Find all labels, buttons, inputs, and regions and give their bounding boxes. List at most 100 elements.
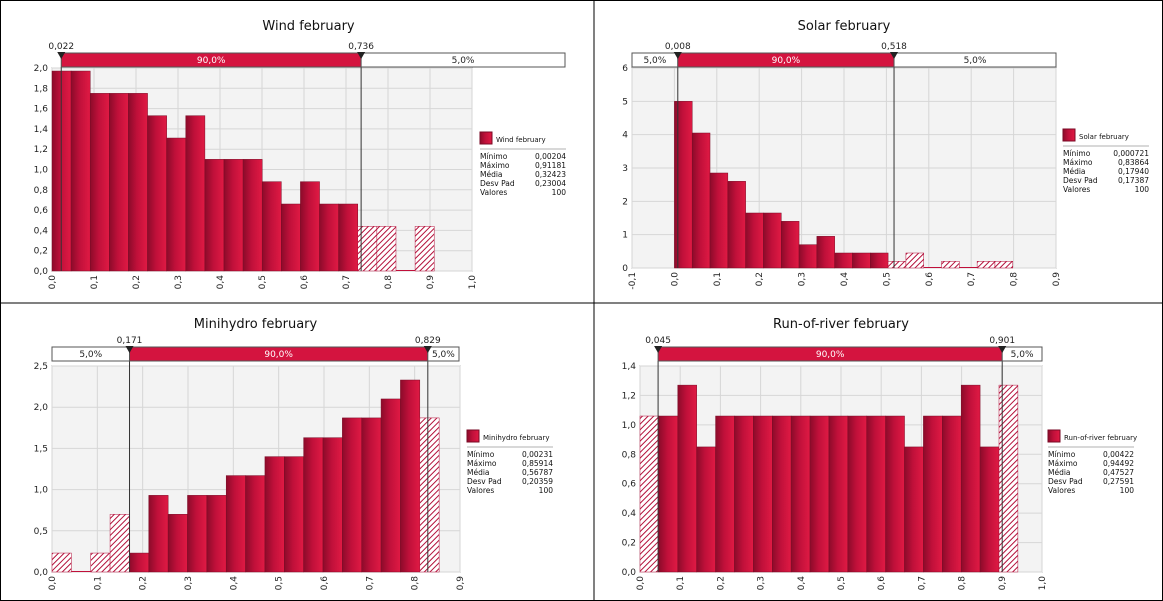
histogram-bar xyxy=(639,415,660,573)
x-tick-label: 0,8 xyxy=(384,275,394,290)
histogram-bar xyxy=(245,475,266,573)
x-tick-label: 0,7 xyxy=(365,576,375,590)
band-label-right: 5,0% xyxy=(452,56,475,66)
legend-label: Solar february xyxy=(1079,133,1129,141)
histogram-bar xyxy=(904,446,924,573)
chart-title: Run-of-river february xyxy=(773,317,909,332)
x-tick-label: 0,0 xyxy=(48,576,58,591)
histogram-bar xyxy=(887,261,907,269)
y-tick-label: 1,0 xyxy=(34,486,49,496)
chart-panel-3: 0,0 0,5 1,0 1,5 2,0 2,5 0,0 0,1 0,2 0,3 0,4 0,5 0,6 0… xyxy=(34,317,554,590)
stat-value: 100 xyxy=(1135,185,1150,194)
stat-value: 0,85914 xyxy=(522,459,553,468)
y-tick-label: 5 xyxy=(622,97,628,107)
x-tick-label: 0,7 xyxy=(342,275,352,289)
y-tick-label: 1,2 xyxy=(622,391,636,401)
stat-value: 0,56787 xyxy=(522,468,553,477)
band-label-middle: 90,0% xyxy=(197,56,226,66)
histogram-bar xyxy=(960,384,981,573)
x-tick-label: 0,5 xyxy=(882,272,892,286)
y-tick-label: 0,2 xyxy=(34,247,48,257)
x-tick-label: 0,8 xyxy=(1010,272,1020,287)
x-tick-label: 0,5 xyxy=(258,275,268,289)
y-tick-label: 1,4 xyxy=(622,362,637,372)
y-tick-label: 0,0 xyxy=(34,267,49,277)
y-tick-label: 1,5 xyxy=(34,444,48,454)
histogram-bar xyxy=(976,261,996,269)
x-tick-label: 0,1 xyxy=(713,272,723,286)
histogram-bar xyxy=(148,495,169,573)
histogram-bar xyxy=(905,252,924,269)
stat-name: Valores xyxy=(480,188,507,197)
stat-name: Média xyxy=(480,170,503,179)
histogram-bar xyxy=(322,437,343,573)
stat-name: Desv Pad xyxy=(1048,477,1083,486)
histogram-bar xyxy=(223,159,244,272)
histogram-bar xyxy=(128,93,148,272)
x-tick-label: 0,9 xyxy=(426,275,436,290)
histogram-bar xyxy=(395,270,416,271)
y-tick-label: 1,4 xyxy=(34,125,49,135)
x-tick-label: 0,6 xyxy=(877,576,887,591)
y-tick-label: 4 xyxy=(622,131,628,141)
y-tick-label: 0 xyxy=(622,264,628,274)
x-tick-label: -0,1 xyxy=(628,272,638,290)
band-right-5pct xyxy=(427,346,460,362)
band-label-right: 5,0% xyxy=(964,56,987,66)
x-tick-label: 0,7 xyxy=(967,272,977,286)
y-tick-label: 1,8 xyxy=(34,84,49,94)
histogram-bar xyxy=(147,115,167,272)
band-right-5pct xyxy=(893,52,1057,68)
stat-name: Máximo xyxy=(1063,158,1093,167)
x-tick-label: 0,2 xyxy=(716,576,726,590)
histogram-bar xyxy=(923,267,942,268)
histogram-bar xyxy=(998,384,1019,573)
histogram-bar xyxy=(696,446,716,573)
y-tick-label: 3 xyxy=(622,164,628,174)
x-tick-label: 0,6 xyxy=(925,272,935,287)
histogram-bar xyxy=(109,93,129,272)
histogram-bar xyxy=(763,212,782,269)
histogram-bar xyxy=(300,181,320,272)
right-cut-label: 0,901 xyxy=(989,336,1015,346)
y-tick-label: 2 xyxy=(622,197,628,207)
x-tick-label: 0,9 xyxy=(998,576,1008,591)
stat-name: Média xyxy=(467,468,490,477)
histogram-bar xyxy=(264,456,285,573)
stat-value: 0,83864 xyxy=(1118,158,1149,167)
band-label-middle: 90,0% xyxy=(772,56,801,66)
x-tick-label: 0,0 xyxy=(670,272,680,287)
histogram-bar xyxy=(167,514,188,573)
chart-title: Minihydro february xyxy=(194,317,318,332)
histogram-bar xyxy=(658,415,679,573)
histogram-bar xyxy=(727,181,746,269)
left-cut-label: 0,008 xyxy=(665,42,691,52)
stat-value: 100 xyxy=(552,188,567,197)
right-cut-label: 0,518 xyxy=(881,42,907,52)
stat-value: 0,47527 xyxy=(1103,468,1134,477)
y-tick-label: 2,0 xyxy=(34,64,49,74)
band-label-middle: 90,0% xyxy=(264,350,293,360)
histogram-bar xyxy=(885,415,905,573)
chart-title: Solar february xyxy=(798,19,891,34)
histogram-bar xyxy=(71,571,91,572)
histogram-bar xyxy=(994,261,1014,269)
histogram-bar xyxy=(419,417,440,573)
histogram-bar xyxy=(414,226,435,272)
chart-panel-1: 0,0 0,2 0,4 0,6 0,8 1,0 1,2 1,4 1,6 1,8 2,0 0,0 0,1 0… xyxy=(34,19,567,289)
histogram-bar xyxy=(376,226,397,272)
x-tick-label: 0,4 xyxy=(216,275,226,290)
x-tick-label: 0,5 xyxy=(837,576,847,590)
band-label-right: 5,0% xyxy=(432,350,455,360)
right-cut-marker xyxy=(998,346,1007,353)
histogram-bar xyxy=(206,495,227,573)
histogram-bar xyxy=(709,172,729,269)
left-cut-marker xyxy=(673,52,682,59)
x-tick-label: 0,1 xyxy=(676,576,686,590)
left-cut-marker xyxy=(57,52,66,59)
stat-name: Máximo xyxy=(467,459,497,468)
histogram-bar xyxy=(834,252,853,269)
x-tick-label: 0,9 xyxy=(1052,272,1062,287)
stat-name: Desv Pad xyxy=(1063,176,1098,185)
